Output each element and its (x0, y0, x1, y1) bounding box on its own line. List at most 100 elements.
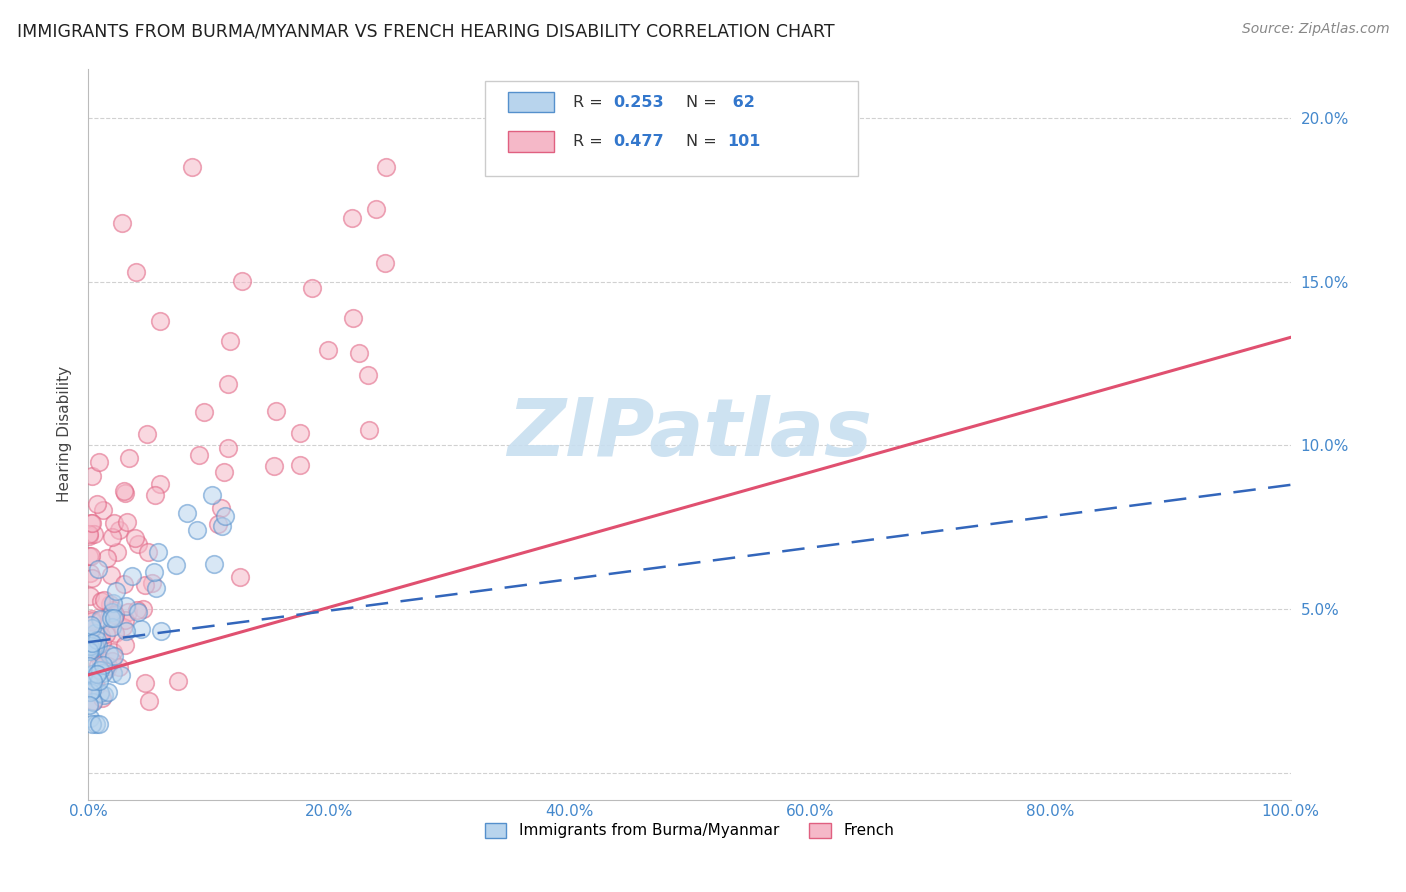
Point (80, 549, 103, 563)
Point (340, 211, 363, 226)
Point (301, 281, 323, 295)
Point (79, 529, 101, 543)
Point (114, 486, 136, 500)
Text: Source: ZipAtlas.com: Source: ZipAtlas.com (1241, 22, 1389, 37)
Point (214, 509, 236, 524)
Point (114, 614, 136, 628)
Point (201, 488, 224, 502)
Point (79, 644, 101, 658)
Point (89, 652, 111, 666)
Point (82, 695, 104, 709)
Point (180, 160, 202, 174)
Point (89, 455, 111, 469)
Point (149, 477, 172, 491)
Point (93, 689, 115, 703)
Point (115, 624, 138, 639)
Point (288, 458, 311, 472)
Point (124, 532, 146, 546)
Point (87, 638, 110, 652)
Point (84, 640, 107, 655)
Point (231, 274, 253, 288)
Point (87, 562, 110, 576)
Point (98, 597, 121, 611)
Point (80, 717, 103, 731)
Point (134, 577, 156, 591)
FancyBboxPatch shape (485, 81, 858, 176)
Point (79, 669, 101, 683)
Point (79, 590, 101, 604)
Point (89, 686, 111, 700)
Point (115, 599, 138, 613)
Point (80, 682, 103, 697)
Point (86, 666, 108, 681)
Point (79, 641, 101, 656)
Point (108, 523, 131, 537)
Point (219, 334, 242, 349)
Point (211, 519, 233, 533)
Point (125, 603, 148, 617)
Point (79, 566, 101, 581)
Point (98, 647, 121, 661)
Point (207, 517, 229, 532)
Point (101, 530, 124, 544)
Point (84, 679, 107, 693)
Point (167, 674, 190, 689)
Point (127, 537, 149, 551)
Text: 0.477: 0.477 (613, 134, 664, 149)
Point (111, 216, 134, 230)
Point (79, 527, 101, 541)
Point (79, 549, 101, 563)
Point (80, 667, 103, 681)
Point (127, 605, 149, 619)
Point (141, 576, 163, 591)
Point (90, 613, 112, 627)
Point (101, 606, 124, 620)
Point (80, 516, 103, 530)
Point (193, 405, 215, 419)
Point (104, 607, 127, 621)
Point (104, 626, 127, 640)
Point (82, 469, 104, 483)
Point (80, 615, 103, 629)
Point (217, 441, 239, 455)
Point (79, 639, 101, 653)
Point (104, 608, 127, 623)
Text: ZIPatlas: ZIPatlas (508, 395, 872, 473)
Text: IMMIGRANTS FROM BURMA/MYANMAR VS FRENCH HEARING DISABILITY CORRELATION CHART: IMMIGRANTS FROM BURMA/MYANMAR VS FRENCH … (17, 22, 835, 40)
Point (83, 671, 105, 685)
Point (79, 711, 101, 725)
Point (112, 484, 135, 499)
Point (103, 516, 125, 531)
Point (79, 632, 101, 646)
Point (125, 265, 148, 279)
Point (98, 606, 121, 620)
Point (107, 660, 129, 674)
Point (93, 592, 115, 607)
Point (176, 506, 198, 520)
Point (89, 717, 111, 731)
Point (357, 423, 380, 437)
Point (202, 557, 225, 571)
Point (101, 620, 124, 634)
Point (96, 550, 118, 565)
Point (87, 664, 110, 678)
Point (83, 674, 105, 689)
Point (318, 343, 340, 357)
Text: N =: N = (686, 134, 721, 149)
Point (110, 668, 132, 682)
Point (105, 545, 128, 559)
Point (82, 694, 104, 708)
Point (138, 694, 160, 708)
Point (129, 622, 152, 636)
Legend: Immigrants from Burma/Myanmar, French: Immigrants from Burma/Myanmar, French (479, 817, 900, 845)
Point (80, 571, 103, 585)
Point (84, 626, 107, 640)
Y-axis label: Hearing Disability: Hearing Disability (58, 366, 72, 502)
Text: 62: 62 (727, 95, 755, 110)
Point (91, 503, 114, 517)
Text: R =: R = (572, 134, 607, 149)
Point (149, 314, 172, 328)
Point (80, 516, 103, 530)
Point (79, 644, 101, 658)
FancyBboxPatch shape (508, 131, 554, 152)
